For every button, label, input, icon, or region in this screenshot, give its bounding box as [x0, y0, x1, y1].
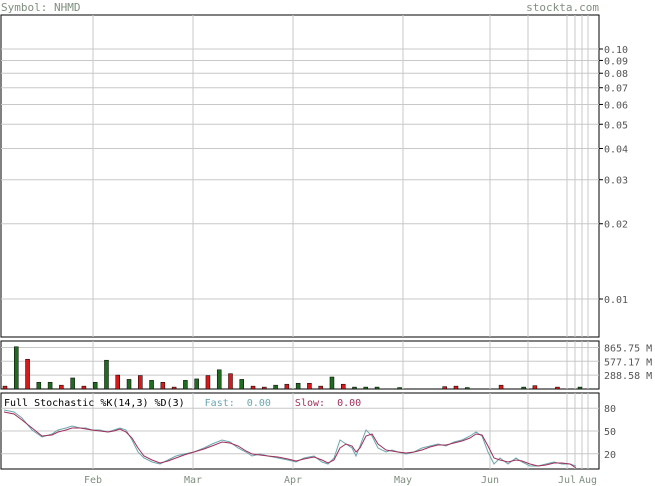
volume-bar — [70, 377, 75, 390]
volume-bar — [228, 373, 233, 390]
stochastic-title: Full Stochastic %K(14,3) %D(3) — [4, 398, 185, 409]
price-tick-label: 0.01 — [604, 295, 628, 306]
volume-bar — [318, 385, 323, 390]
price-panel — [0, 14, 600, 338]
volume-grid — [1, 341, 599, 389]
volume-bar — [25, 358, 30, 390]
volume-bar — [59, 384, 64, 390]
stochastic-axis-ticks: 80 50 20 — [604, 404, 616, 461]
volume-bar — [262, 386, 267, 390]
volume-bar — [239, 379, 245, 390]
volume-bar — [205, 375, 211, 390]
month-label: Aug — [579, 475, 597, 486]
month-label: Jul — [558, 475, 576, 486]
slow-label: Slow: — [295, 398, 325, 409]
slow-line — [3, 411, 577, 469]
month-label: Feb — [84, 475, 102, 486]
volume-bar — [115, 374, 120, 390]
stochastic-grid — [1, 393, 599, 469]
volume-bar — [555, 386, 560, 390]
volume-bar — [498, 384, 504, 390]
fast-value: 0.00 — [247, 398, 271, 409]
volume-bar — [521, 386, 526, 390]
volume-bar — [577, 386, 583, 390]
volume-bar — [340, 383, 346, 390]
volume-bar — [47, 382, 53, 390]
stochastic-lines — [3, 409, 577, 469]
price-tick-label: 0.05 — [604, 120, 628, 131]
price-tick-label: 0.06 — [604, 100, 628, 111]
volume-bar — [92, 382, 98, 390]
month-axis-ticks: Feb Mar Apr May Jun Jul Aug — [84, 475, 597, 486]
volume-bar — [465, 387, 470, 390]
volume-bar — [2, 385, 8, 390]
month-label: Apr — [284, 475, 302, 486]
stochastic-tick-label: 20 — [604, 450, 616, 461]
price-tick-label: 0.08 — [604, 69, 628, 80]
volume-bar — [329, 376, 335, 390]
volume-bar — [352, 386, 357, 390]
volume-bar — [273, 384, 278, 390]
slow-value: 0.00 — [337, 398, 361, 409]
volume-bar — [216, 369, 222, 390]
price-tick-label: 0.10 — [604, 45, 628, 56]
price-tick-label: 0.07 — [604, 84, 628, 95]
volume-bar — [374, 386, 380, 390]
volume-bar — [138, 375, 143, 390]
volume-bar — [14, 346, 19, 390]
volume-bar — [532, 385, 538, 390]
volume-axis-ticks: 865.75 M 577.17 M 288.58 M — [604, 343, 652, 382]
month-label: Mar — [184, 475, 202, 486]
site-label: stockta.com — [526, 1, 599, 14]
volume-tick-label: 865.75 M — [604, 343, 652, 354]
volume-bar — [295, 382, 301, 390]
volume-panel — [0, 340, 600, 390]
price-axis-ticks: 0.100.09 0.08 0.07 0.06 0.05 0.04 0.03 0.02 0.01 — [599, 45, 628, 306]
price-tick-label: 0.04 — [604, 144, 628, 155]
volume-bar — [183, 380, 188, 390]
volume-bar — [126, 379, 132, 390]
volume-bar — [250, 385, 256, 390]
price-grid — [1, 15, 599, 337]
volume-bar — [453, 385, 459, 390]
fast-label: Fast: — [205, 398, 235, 409]
symbol-label: Symbol: NHMD — [1, 1, 80, 14]
month-label: Jun — [481, 475, 499, 486]
volume-bar — [363, 386, 369, 390]
volume-bar — [171, 386, 177, 390]
stochastic-tick-label: 50 — [604, 427, 616, 438]
volume-bar — [397, 387, 402, 390]
price-tick-label: 0.02 — [604, 220, 628, 231]
volume-bar — [81, 385, 87, 390]
stochastic-label: Full Stochastic %K(14,3) %D(3) Fast: 0.0… — [4, 398, 361, 409]
volume-bar — [36, 382, 42, 390]
stochastic-tick-label: 80 — [604, 404, 616, 415]
month-label: May — [394, 475, 412, 486]
price-tick-label: 0.03 — [604, 176, 628, 187]
volume-bar — [284, 383, 290, 390]
volume-bar — [149, 380, 154, 390]
volume-bar — [160, 382, 166, 390]
volume-bar — [442, 386, 447, 390]
volume-bars — [2, 346, 583, 390]
volume-bar — [307, 382, 312, 390]
volume-tick-label: 577.17 M — [604, 357, 652, 368]
volume-bar — [104, 359, 109, 390]
price-tick-label: 0.09 — [604, 56, 628, 67]
volume-tick-label: 288.58 M — [604, 371, 652, 382]
volume-bar — [194, 378, 199, 390]
